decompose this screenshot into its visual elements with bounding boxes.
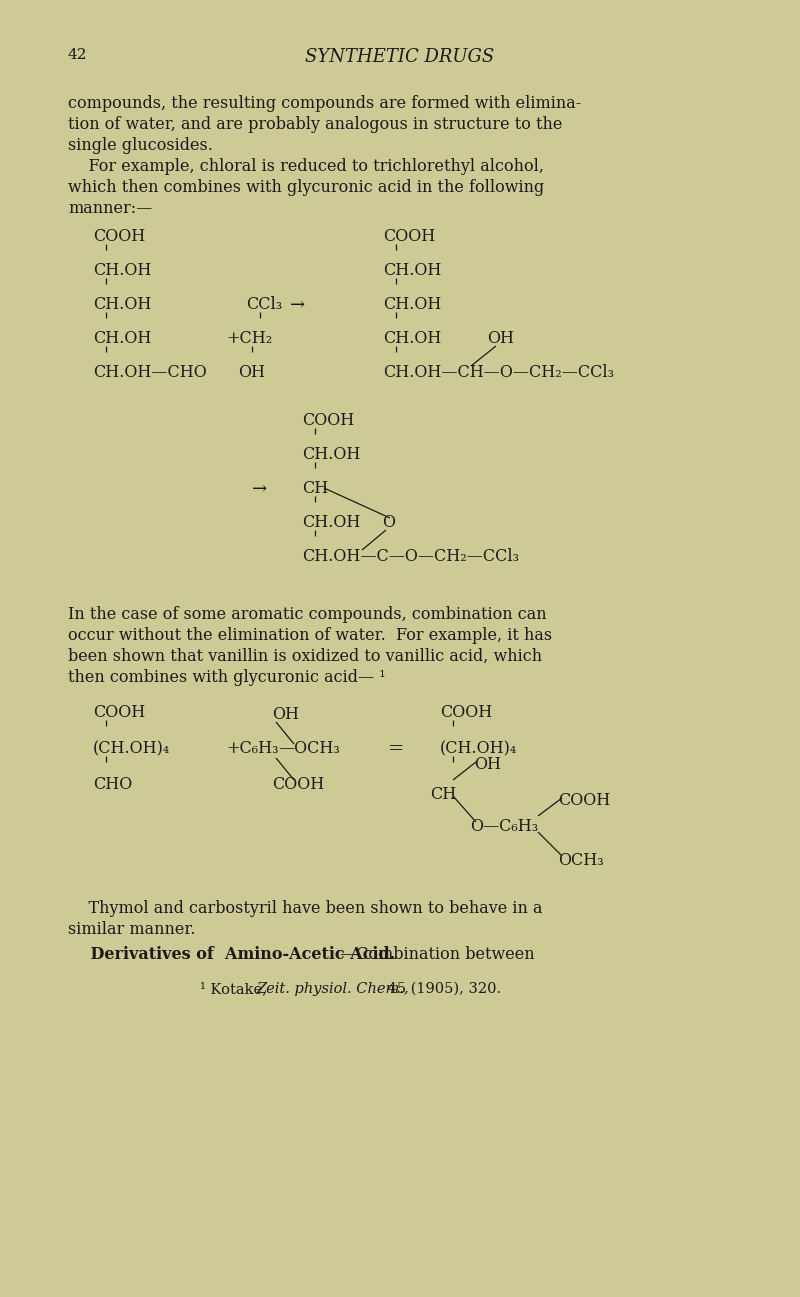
Text: +C₆H₃: +C₆H₃ [226,741,278,757]
Text: CCl₃: CCl₃ [246,296,282,313]
Text: 45 (1905), 320.: 45 (1905), 320. [383,982,501,996]
Text: been shown that vanillin is oxidized to vanillic acid, which: been shown that vanillin is oxidized to … [68,648,542,665]
Text: OH: OH [238,364,265,381]
Text: single glucosides.: single glucosides. [68,137,213,154]
Text: —Combination between: —Combination between [340,946,534,962]
Text: COOH: COOH [383,228,435,245]
Text: CH.OH: CH.OH [93,296,151,313]
Text: In the case of some aromatic compounds, combination can: In the case of some aromatic compounds, … [68,606,546,623]
Text: then combines with glycuronic acid— ¹: then combines with glycuronic acid— ¹ [68,669,386,686]
Text: which then combines with glycuronic acid in the following: which then combines with glycuronic acid… [68,179,544,196]
Text: occur without the elimination of water.  For example, it has: occur without the elimination of water. … [68,626,552,645]
Text: COOH: COOH [558,792,610,809]
Text: CH.OH—CHO: CH.OH—CHO [93,364,206,381]
Text: Zeit. physiol. Chem.,: Zeit. physiol. Chem., [256,982,409,996]
Text: COOH: COOH [440,704,492,721]
Text: CH.OH: CH.OH [302,446,360,463]
Text: COOH: COOH [272,776,324,792]
Text: CH: CH [430,786,456,803]
Text: similar manner.: similar manner. [68,921,195,938]
Text: Derivatives of  Amino-Acetic Acid.: Derivatives of Amino-Acetic Acid. [68,946,395,962]
Text: CH: CH [302,480,328,497]
Text: CH.OH: CH.OH [302,514,360,530]
Text: COOH: COOH [93,228,146,245]
Text: CHO: CHO [93,776,132,792]
Text: OCH₃: OCH₃ [558,852,604,869]
Text: +CH₂: +CH₂ [226,329,272,348]
Text: For example, chloral is reduced to trichlorethyl alcohol,: For example, chloral is reduced to trich… [68,158,544,175]
Text: CH.OH—C—O—CH₂—CCl₃: CH.OH—C—O—CH₂—CCl₃ [302,549,519,565]
Text: O—C₆H₃: O—C₆H₃ [470,818,538,835]
Text: Thymol and carbostyril have been shown to behave in a: Thymol and carbostyril have been shown t… [68,900,542,917]
Text: →: → [290,296,305,314]
Text: CH.OH: CH.OH [383,329,442,348]
Text: compounds, the resulting compounds are formed with elimina-: compounds, the resulting compounds are f… [68,95,582,112]
Text: —OCH₃: —OCH₃ [278,741,340,757]
Text: CH.OH: CH.OH [93,329,151,348]
Text: ¹ Kotake,: ¹ Kotake, [200,982,271,996]
Text: COOH: COOH [93,704,146,721]
Text: tion of water, and are probably analogous in structure to the: tion of water, and are probably analogou… [68,115,562,134]
Text: COOH: COOH [302,412,354,429]
Text: CH.OH: CH.OH [93,262,151,279]
Text: OH: OH [474,756,501,773]
Text: manner:—: manner:— [68,200,152,217]
Text: OH: OH [487,329,514,348]
Text: SYNTHETIC DRUGS: SYNTHETIC DRUGS [306,48,494,66]
Text: CH.OH—CH—O—CH₂—CCl₃: CH.OH—CH—O—CH₂—CCl₃ [383,364,614,381]
Text: (CH.OH)₄: (CH.OH)₄ [440,741,518,757]
Text: OH: OH [272,706,299,722]
Text: (CH.OH)₄: (CH.OH)₄ [93,741,170,757]
Text: →: → [252,480,267,498]
Text: O: O [382,514,395,530]
Text: 42: 42 [68,48,87,62]
Text: =: = [388,741,405,757]
Text: CH.OH: CH.OH [383,296,442,313]
Text: CH.OH: CH.OH [383,262,442,279]
